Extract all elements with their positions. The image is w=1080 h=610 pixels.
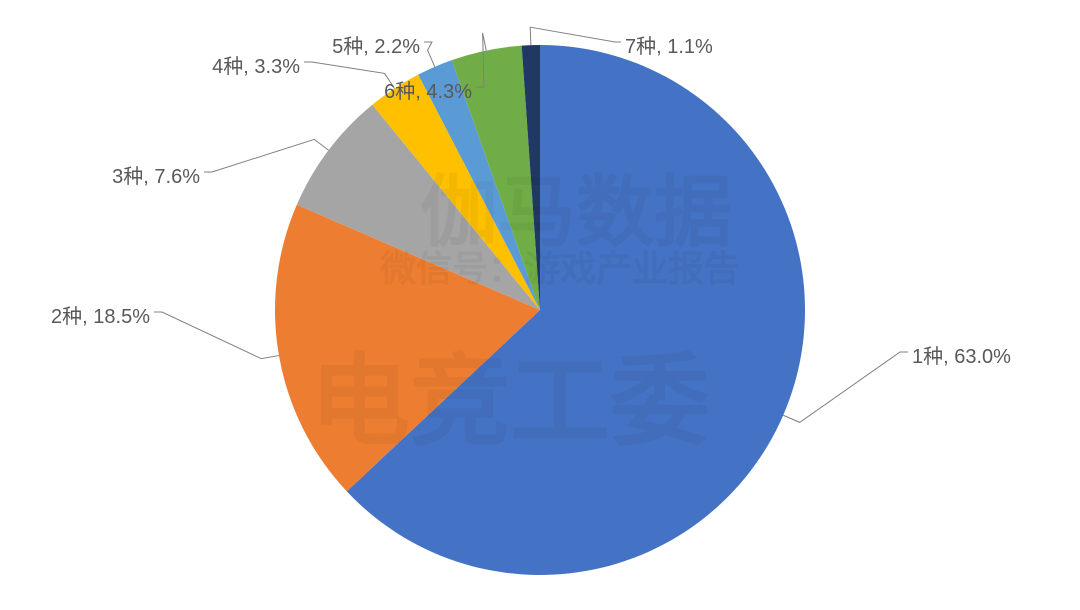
slice-label-7: 7种, 1.1% bbox=[625, 30, 713, 59]
slice-label-5: 5种, 2.2% bbox=[332, 30, 420, 59]
slice-label-2: 2种, 18.5% bbox=[51, 300, 150, 329]
slice-label-3: 3种, 7.6% bbox=[112, 160, 200, 189]
slice-label-6: 6种, 4.3% bbox=[384, 75, 472, 104]
slice-label-4: 4种, 3.3% bbox=[212, 50, 300, 79]
pie-chart-svg bbox=[0, 0, 1080, 605]
pie-chart-container bbox=[0, 0, 1080, 605]
slice-label-1: 1种, 63.0% bbox=[912, 340, 1011, 369]
